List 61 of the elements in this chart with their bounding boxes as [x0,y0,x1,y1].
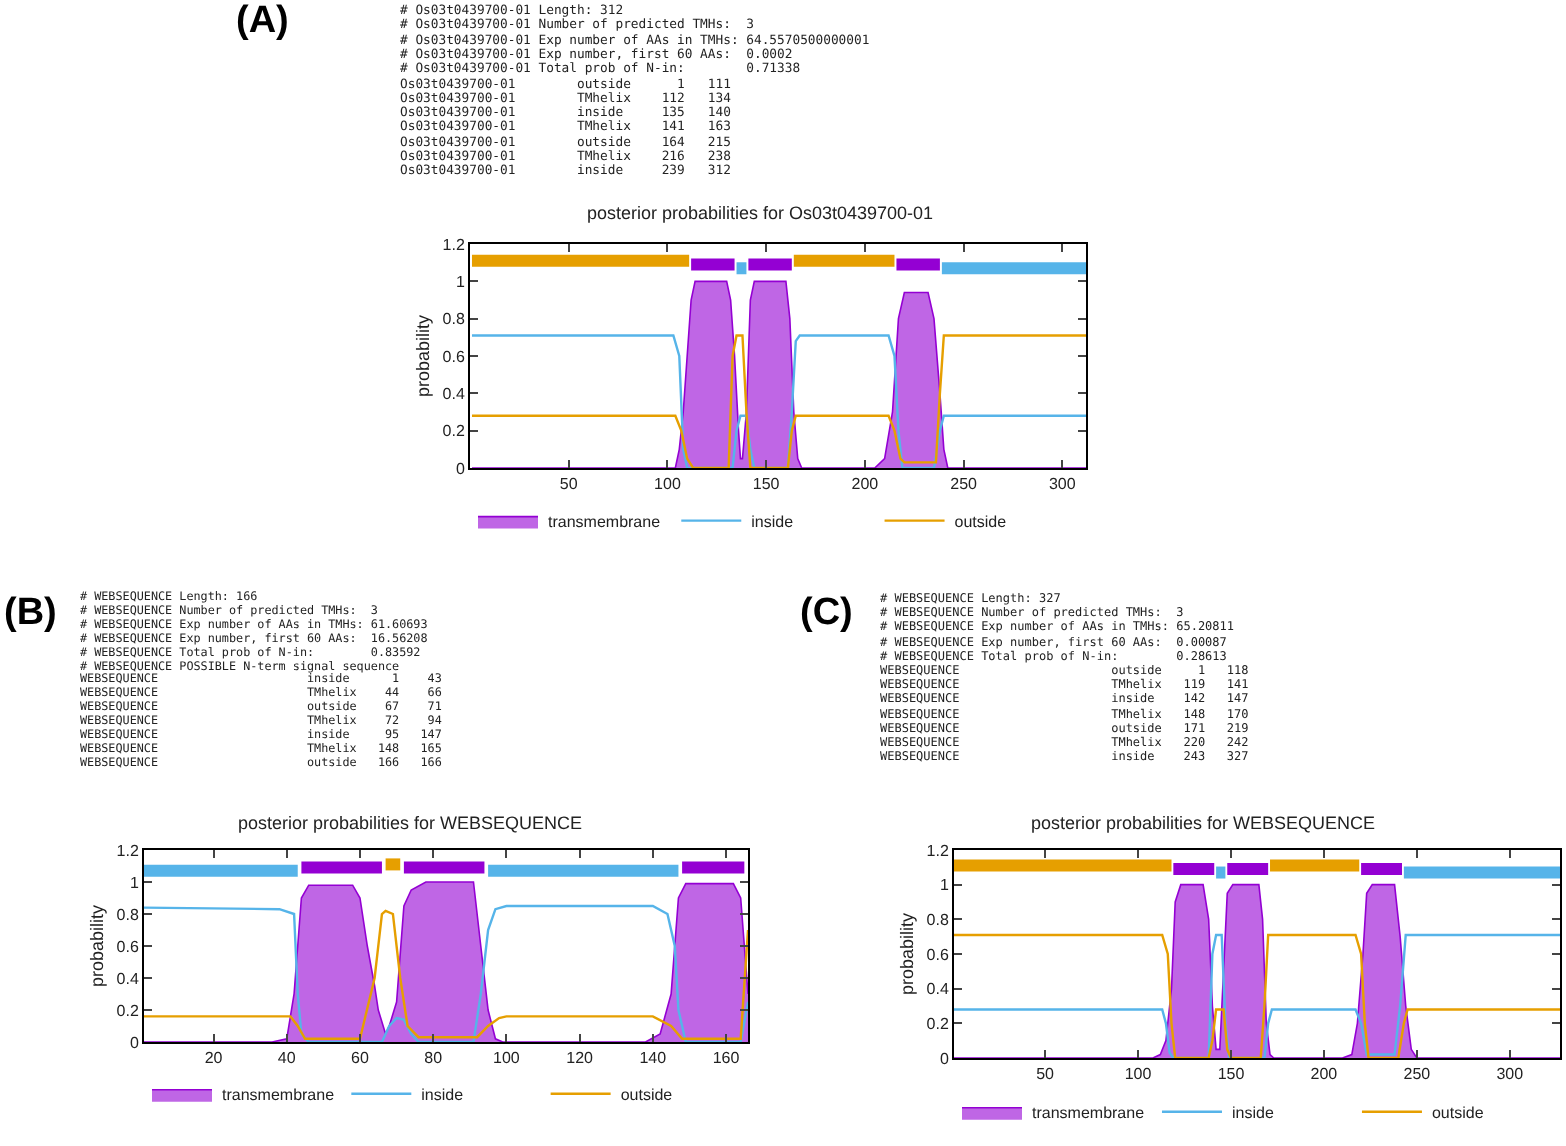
line-series [470,334,1086,468]
y-axis-title: probability [897,911,918,996]
y-tick-label: 0.2 [442,422,466,441]
x-tick-label: 140 [639,1049,668,1068]
x-tick-label: 150 [1217,1065,1246,1084]
y-tick-label: 0.2 [926,1014,950,1033]
y-tick-label: 0.8 [926,910,950,929]
y-axis-title: probability [413,313,434,398]
y-tick-label: 1 [455,272,466,291]
x-tick-label: 300 [1496,1065,1525,1084]
legend-label: outside [1431,1103,1485,1122]
y-tick-label: 0.4 [116,969,140,988]
y-tick-label: 0.6 [116,937,140,956]
y-tick-label: 0.8 [116,905,140,924]
x-tick-label: 100 [1124,1065,1153,1084]
legend-label: transmembrane [1032,1103,1146,1122]
y-tick-label: 0.8 [442,310,466,329]
text: (B) [4,592,57,636]
x-tick-label: 60 [351,1049,370,1068]
x-tick-label: 100 [654,475,682,494]
text: (C) [800,592,853,636]
x-tick-label: 20 [204,1049,224,1068]
x-tick-label: 40 [277,1049,297,1068]
x-tick-label: 300 [1048,475,1077,494]
text: (A) [236,0,289,44]
y-tick-label: 0.6 [442,347,466,366]
y-tick-label: 1.2 [926,841,950,860]
x-tick-label: 100 [493,1049,521,1068]
y-tick-label: 0 [129,1033,140,1052]
y-tick-label: 1.2 [116,841,140,860]
x-tick-label: 160 [712,1049,741,1068]
line-series [954,933,1560,1058]
chart-title: posterior probabilities for WEBSEQUENCE [237,812,583,833]
x-tick-label: 250 [1403,1065,1432,1084]
legend-label: transmembrane [222,1086,336,1105]
y-tick-label: 1 [129,873,140,892]
y-tick-label: 0 [939,1049,950,1068]
chart-title: posterior probabilities for Os03t0439700-01 [586,202,934,223]
y-tick-label: 0.4 [442,384,466,403]
y-tick-label: 1 [939,876,950,895]
legend-label: outside [954,512,1008,531]
y-tick-label: 0.6 [926,945,950,964]
y-tick-label: 1.2 [442,235,466,254]
x-tick-label: 120 [566,1049,595,1068]
legend-label: inside [1231,1103,1275,1122]
legend-label: transmembrane [548,512,662,531]
y-tick-label: 0.2 [116,1001,140,1020]
legend-label: inside [421,1086,465,1105]
x-tick-label: 250 [950,475,979,494]
y-tick-label: 0 [455,459,466,478]
x-tick-label: 150 [752,475,781,494]
x-tick-label: 50 [1036,1065,1056,1084]
x-tick-label: 200 [851,475,880,494]
x-tick-label: 80 [424,1049,444,1068]
x-tick-label: 200 [1310,1065,1339,1084]
y-tick-label: 0.4 [926,980,950,999]
legend-label: outside [620,1086,674,1105]
y-axis-title: probability [87,903,108,988]
chart-title: posterior probabilities for WEBSEQUENCE [1030,812,1376,833]
legend-label: inside [751,512,795,531]
x-tick-label: 50 [559,475,579,494]
